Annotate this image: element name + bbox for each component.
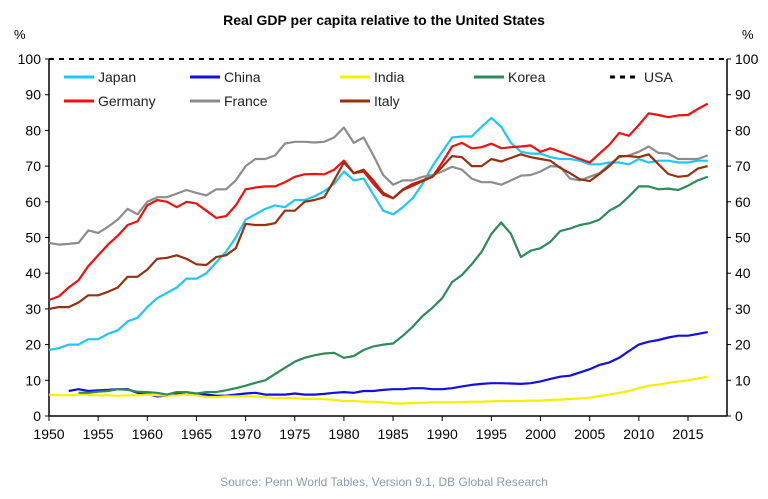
legend-item-italy: Italy [340, 93, 400, 109]
series-line-france [48, 126, 709, 246]
x-tick-label: 1980 [328, 426, 359, 442]
y-tick-label-left: 70 [25, 158, 41, 174]
x-tick-label: 1955 [83, 426, 114, 442]
y-tick-label-right: 30 [735, 301, 751, 317]
x-tick-label: 2000 [525, 426, 556, 442]
legend-label-usa: USA [644, 69, 673, 85]
y-tick-label-right: 80 [735, 122, 751, 138]
y-tick-label-right: 0 [735, 408, 743, 424]
series-line-germany [48, 102, 709, 302]
chart-title: Real GDP per capita relative to the Unit… [223, 12, 545, 28]
series-line-japan [48, 116, 708, 352]
legend-item-usa: USA [610, 69, 673, 85]
legend-label-italy: Italy [374, 93, 400, 109]
y-tick-label-left: 80 [25, 122, 41, 138]
legend-label-france: France [224, 93, 268, 109]
x-tick-label: 1970 [230, 426, 261, 442]
series-line-italy [48, 153, 708, 310]
legend-item-india: India [340, 69, 405, 85]
y-tick-label-left: 60 [25, 194, 41, 210]
x-tick-label: 1965 [181, 426, 212, 442]
y-tick-label-right: 100 [735, 51, 759, 67]
y-tick-label-left: 0 [33, 408, 41, 424]
y-tick-label-left: 10 [25, 372, 41, 388]
x-tick-label: 2010 [623, 426, 654, 442]
y-tick-label-right: 70 [735, 158, 751, 174]
x-tick-label: 1990 [427, 426, 458, 442]
y-tick-label-right: 60 [735, 194, 751, 210]
y-tick-label-left: 40 [25, 265, 41, 281]
x-tick-label: 1985 [377, 426, 408, 442]
y-tick-label-right: 10 [735, 372, 751, 388]
x-tick-label: 1950 [33, 426, 64, 442]
source-note: Source: Penn World Tables, Version 9.1, … [220, 475, 548, 489]
y-tick-label-left: 90 [25, 87, 41, 103]
y-tick-label-right: 40 [735, 265, 751, 281]
legend-label-japan: Japan [98, 69, 136, 85]
y-axis-label-left: % [14, 27, 26, 42]
legend-label-korea: Korea [508, 69, 546, 85]
x-tick-label: 2005 [574, 426, 605, 442]
legend-item-china: China [190, 69, 261, 85]
y-tick-label-right: 90 [735, 87, 751, 103]
legend-label-india: India [374, 69, 405, 85]
legend-item-france: France [190, 93, 268, 109]
series-line-korea [78, 175, 709, 396]
y-tick-label-right: 50 [735, 230, 751, 246]
legend-item-japan: Japan [64, 69, 136, 85]
x-tick-label: 1995 [476, 426, 507, 442]
y-tick-label-left: 100 [18, 51, 42, 67]
legend-label-china: China [224, 69, 261, 85]
y-tick-label-left: 20 [25, 337, 41, 353]
y-axis-label-right: % [742, 27, 754, 42]
legend-item-germany: Germany [64, 93, 156, 109]
y-tick-label-left: 50 [25, 230, 41, 246]
x-tick-label: 2015 [672, 426, 703, 442]
legend-label-germany: Germany [98, 93, 156, 109]
x-tick-label: 1975 [279, 426, 310, 442]
legend-item-korea: Korea [474, 69, 546, 85]
series-line-india [48, 375, 708, 405]
x-tick-label: 1960 [132, 426, 163, 442]
series-line-china [68, 331, 708, 398]
y-tick-label-left: 30 [25, 301, 41, 317]
y-tick-label-right: 20 [735, 337, 751, 353]
